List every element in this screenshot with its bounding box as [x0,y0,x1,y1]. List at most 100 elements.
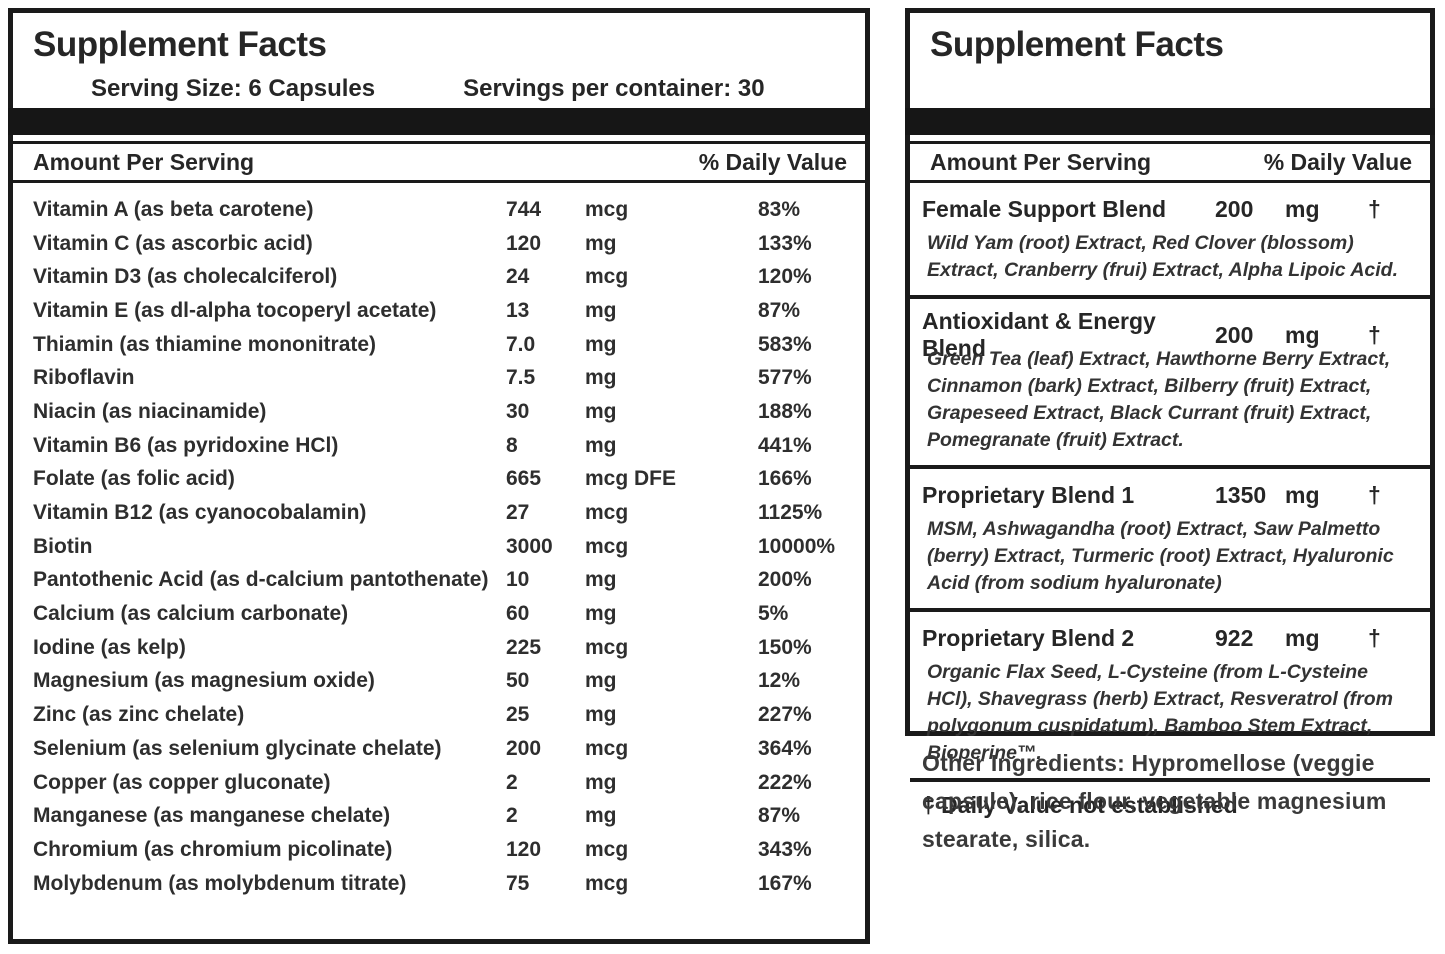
nutrient-dv: 5% [758,602,789,626]
nutrient-name: Niacin (as niacinamide) [33,399,267,423]
nutrient-dv: 83% [758,197,801,221]
table-row: Copper (as copper gluconate) 2 mg 222% [33,766,855,800]
nutrient-name: Pantothenic Acid (as d-calcium pantothen… [33,568,489,592]
nutrient-unit: mcg [585,501,629,525]
nutrient-unit: mcg [585,837,629,861]
nutrient-dv: 150% [758,635,812,659]
table-row: Niacin (as niacinamide) 30 mg 188% [33,395,855,429]
nutrient-unit: mg [585,298,617,322]
nutrient-dv: 200% [758,568,812,592]
blend-section-antioxidant-energy: Antioxidant & Energy Blend 200 mg † Gree… [910,299,1430,469]
blend-ingredients: Wild Yam (root) Extract, Red Clover (blo… [927,232,1398,281]
blend-unit: mg [1285,195,1320,222]
nutrient-unit: mg [585,568,617,592]
nutrient-amount: 120 [506,837,542,861]
blend-name: Antioxidant & Energy Blend [922,308,1156,361]
blend-heading: Proprietary Blend 1 1350 mg † [922,478,1418,512]
divider-bar [905,108,1435,135]
nutrient-amount: 60 [506,602,530,626]
blend-name: Proprietary Blend 1 [922,481,1135,508]
nutrient-name: Thiamin (as thiamine mononitrate) [33,332,377,356]
nutrient-name: Manganese (as manganese chelate) [33,804,391,828]
nutrient-dv: 167% [758,871,812,895]
nutrient-amount: 50 [506,669,530,693]
nutrient-amount: 7.5 [506,366,536,390]
supplement-facts-panel-right: Supplement Facts Amount Per Serving % Da… [905,8,1435,818]
nutrient-name: Magnesium (as magnesium oxide) [33,669,375,693]
blend-section-proprietary-1: Proprietary Blend 1 1350 mg † MSM, Ashwa… [910,469,1430,612]
nutrient-unit: mcg [585,736,629,760]
table-row: Magnesium (as magnesium oxide) 50 mg 12% [33,665,855,699]
nutrient-unit: mg [585,399,617,423]
table-row: Manganese (as manganese chelate) 2 mg 87% [33,799,855,833]
table-row: Zinc (as zinc chelate) 25 mg 227% [33,698,855,732]
serving-info-row: Serving Size: 6 Capsules Servings per co… [13,65,865,103]
blend-ingredients: Organic Flax Seed, L-Cysteine (from L-Cy… [927,661,1393,764]
left-header: Supplement Facts Serving Size: 6 Capsule… [13,13,865,108]
dagger-symbol: † [1368,624,1381,651]
nutrient-unit: mcg [585,635,629,659]
nutrient-amount: 225 [506,635,542,659]
blend-heading: Antioxidant & Energy Blend 200 mg † [922,308,1418,361]
nutrient-dv: 87% [758,804,801,828]
nutrient-name: Chromium (as chromium picolinate) [33,837,393,861]
nutrient-unit: mg [585,703,617,727]
nutrient-name: Vitamin D3 (as cholecalciferol) [33,265,338,289]
nutrient-name: Vitamin B6 (as pyridoxine HCl) [33,433,339,457]
table-row: Vitamin C (as ascorbic acid) 120 mg 133% [33,227,855,261]
nutrient-name: Folate (as folic acid) [33,467,235,491]
col-daily-value: % Daily Value [698,148,847,175]
nutrient-unit: mg [585,433,617,457]
blend-unit: mg [1285,321,1320,348]
dagger-symbol: † [1368,321,1381,348]
nutrient-unit: mg [585,231,617,255]
nutrient-dv: 188% [758,399,812,423]
dagger-symbol: † [1368,481,1381,508]
table-row: Vitamin B12 (as cyanocobalamin) 27 mcg 1125… [33,496,855,530]
blend-heading: Female Support Blend 200 mg † [922,192,1418,226]
blend-amount: 200 [1215,195,1254,222]
blend-amount: 200 [1215,321,1254,348]
blend-unit: mg [1285,481,1320,508]
nutrient-unit: mcg [585,871,629,895]
servings-per-container: Servings per container: 30 [463,75,765,102]
table-row: Riboflavin 7.5 mg 577% [33,361,855,395]
nutrient-name: Vitamin E (as dl-alpha tocoperyl acetate… [33,298,437,322]
table-row: Chromium (as chromium picolinate) 120 mcg 3… [33,833,855,867]
left-column-headers: Amount Per Serving % Daily Value [13,141,865,183]
blend-ingredients: MSM, Ashwagandha (root) Extract, Saw Pal… [927,518,1394,594]
nutrient-amount: 24 [506,265,530,289]
daily-value-footnote: † Daily Value not established [922,792,1238,818]
nutrient-name: Molybdenum (as molybdenum titrate) [33,871,407,895]
nutrient-rows: Vitamin A (as beta carotene) 744 mcg 83% Vi… [13,183,865,900]
nutrient-dv: 364% [758,736,812,760]
table-row: Selenium (as selenium glycinate chelate)… [33,732,855,766]
nutrient-dv: 10000% [758,534,836,558]
nutrient-name: Vitamin B12 (as cyanocobalamin) [33,501,367,525]
nutrient-unit: mg [585,804,617,828]
nutrient-dv: 583% [758,332,812,356]
blend-section-female-support: Female Support Blend 200 mg † Wild Yam (… [910,183,1430,299]
nutrient-amount: 13 [506,298,530,322]
table-row: Vitamin A (as beta carotene) 744 mcg 83% [33,193,855,227]
nutrient-name: Biotin [33,534,93,558]
nutrient-dv: 133% [758,231,812,255]
nutrient-amount: 200 [506,736,542,760]
col-daily-value: % Daily Value [1263,148,1412,175]
nutrient-amount: 27 [506,501,530,525]
nutrient-amount: 10 [506,568,530,592]
nutrient-dv: 343% [758,837,812,861]
table-row: Vitamin D3 (as cholecalciferol) 24 mcg 120% [33,260,855,294]
col-amount-per-serving: Amount Per Serving [33,148,255,175]
nutrient-dv: 577% [758,366,812,390]
supplement-facts-panel-left: Supplement Facts Serving Size: 6 Capsule… [8,8,870,944]
nutrient-unit: mcg [585,534,629,558]
nutrient-name: Vitamin C (as ascorbic acid) [33,231,313,255]
nutrient-amount: 744 [506,197,542,221]
table-row: Folate (as folic acid) 665 mcg DFE 166% [33,463,855,497]
blend-amount: 922 [1215,624,1254,651]
table-row: Molybdenum (as molybdenum titrate) 75 mcg 1… [33,867,855,901]
nutrient-amount: 75 [506,871,530,895]
nutrient-amount: 7.0 [506,332,536,356]
blend-heading: Proprietary Blend 2 922 mg † [922,621,1418,655]
